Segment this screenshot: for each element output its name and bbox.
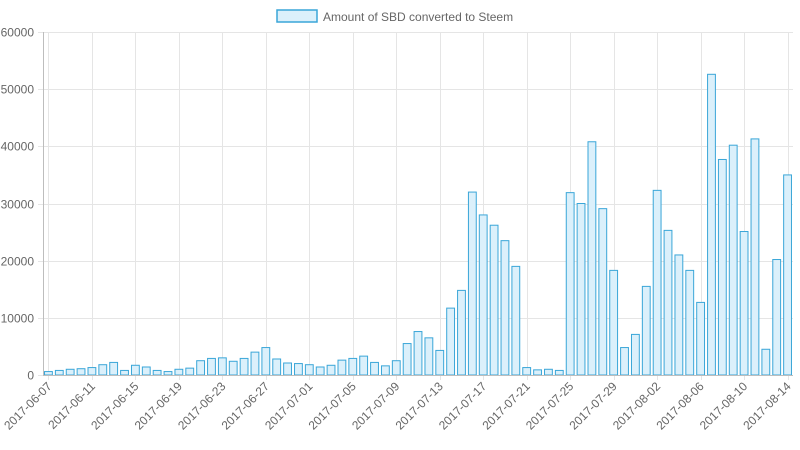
bar[interactable] [326,364,336,376]
bar[interactable] [359,355,369,376]
bar[interactable] [717,158,727,376]
bar[interactable] [511,265,521,376]
y-axis-tick-labels: 0 10000 20000 30000 40000 50000 60000 [1,26,35,383]
bar[interactable] [652,189,662,376]
y-tick-label: 40000 [1,140,35,154]
x-axis-tick-labels: 2017-06-072017-06-112017-06-152017-06-19… [1,379,794,433]
bar[interactable] [696,301,706,376]
bar[interactable] [283,362,292,376]
bar[interactable] [337,359,347,376]
x-tick-label: 2017-08-14 [740,379,794,433]
bar[interactable] [424,337,434,376]
bar[interactable] [772,259,782,376]
y-tick-label: 20000 [1,255,35,269]
bar[interactable] [402,343,412,376]
bar[interactable] [478,214,488,376]
bar[interactable] [544,368,553,376]
bar[interactable] [554,369,564,376]
bar[interactable] [674,254,684,376]
bar[interactable] [380,365,390,376]
bar[interactable] [446,307,456,376]
bar[interactable] [739,231,749,376]
bar[interactable] [163,371,173,376]
bar[interactable] [641,285,651,376]
legend[interactable]: Amount of SBD converted to Steem [276,9,513,24]
bar[interactable] [685,269,695,376]
bar[interactable] [576,203,586,376]
y-tick-label: 50000 [1,83,35,97]
bar[interactable] [565,192,575,376]
bar[interactable] [609,269,619,376]
bar[interactable] [783,174,792,376]
bar[interactable] [130,364,140,376]
bar[interactable] [98,364,108,376]
bar[interactable] [196,360,206,376]
bar[interactable] [435,349,445,376]
bar[interactable] [500,240,510,376]
bars [44,73,792,376]
bar[interactable] [522,367,532,376]
bar[interactable] [272,358,282,376]
bar[interactable] [185,367,195,376]
bar[interactable] [44,371,53,376]
bar[interactable] [261,347,271,376]
bar[interactable] [620,347,629,376]
bar[interactable] [598,208,608,376]
bar[interactable] [152,369,162,376]
y-tick-label: 10000 [1,312,35,326]
bar[interactable] [239,357,249,376]
bar[interactable] [120,369,129,376]
bar[interactable] [76,368,86,376]
bar[interactable] [391,360,401,376]
bar[interactable] [413,331,423,376]
bar[interactable] [348,357,358,376]
bar[interactable] [217,357,227,376]
bar[interactable] [467,191,477,376]
axes [43,32,793,376]
bar[interactable] [174,368,184,376]
bar[interactable] [728,144,738,376]
bar[interactable] [663,229,673,376]
bar[interactable] [54,369,64,376]
bar[interactable] [87,367,97,376]
bar[interactable] [707,73,716,376]
bar[interactable] [65,368,75,376]
bar[interactable] [370,361,379,376]
bar[interactable] [761,348,771,376]
bar[interactable] [533,369,542,376]
y-tick-label: 30000 [1,198,35,212]
bar[interactable] [587,141,597,376]
bar[interactable] [315,366,325,376]
bar[interactable] [250,351,260,376]
bar[interactable] [228,360,238,376]
bar[interactable] [304,364,314,376]
bar[interactable] [489,224,499,376]
y-tick-label: 60000 [1,26,35,40]
bar[interactable] [109,361,119,376]
y-tick-label: 0 [27,369,34,383]
bar[interactable] [294,363,303,376]
legend-label: Amount of SBD converted to Steem [323,10,513,24]
bar[interactable] [457,289,466,376]
bar[interactable] [750,138,760,376]
bar[interactable] [207,357,216,376]
bar[interactable] [141,366,151,376]
bar[interactable] [630,333,640,376]
legend-swatch[interactable] [276,9,318,23]
